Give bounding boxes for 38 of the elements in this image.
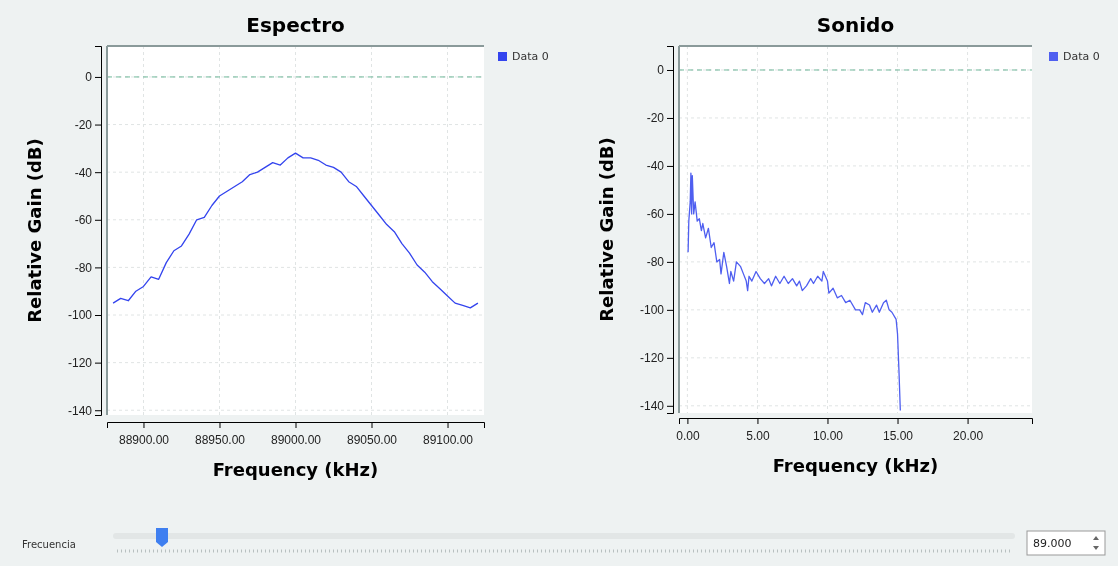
y-tick-label: -40 — [646, 159, 665, 174]
x-tick-label: 10.00 — [812, 429, 844, 444]
x-tick-label: 5.00 — [746, 429, 770, 444]
legend-label: Data 0 — [1063, 50, 1100, 63]
x-tick-label: 20.00 — [953, 429, 984, 444]
y-tick-label: -140 — [639, 399, 665, 414]
legend-label: Data 0 — [512, 50, 549, 63]
y-tick-label: -20 — [646, 111, 665, 126]
y-tick-label: -80 — [646, 255, 665, 270]
x-tick-label: 15.00 — [883, 429, 914, 444]
y-tick-label: -120 — [67, 355, 93, 370]
y-tick-label: -140 — [67, 403, 93, 418]
y-axis-title: Relative Gain (dB) — [24, 138, 45, 323]
x-tick-label: 88950.00 — [194, 433, 246, 448]
y-axis-title: Relative Gain (dB) — [596, 137, 617, 322]
x-tick-label: 89050.00 — [346, 433, 398, 448]
y-tick-label: 0 — [85, 70, 93, 85]
y-tick-label: -60 — [646, 207, 665, 222]
x-tick-label: 88900.00 — [118, 433, 170, 448]
x-tick-label: 0.00 — [676, 429, 700, 444]
y-tick-label: -100 — [67, 308, 93, 323]
line-series — [112, 152, 479, 309]
x-axis-title: Frequency (kHz) — [212, 459, 379, 480]
y-tick-label: 0 — [657, 63, 665, 78]
y-tick-label: -120 — [639, 351, 665, 366]
x-tick-label: 89100.00 — [422, 433, 474, 448]
text: 89.000 — [1033, 537, 1072, 550]
y-tick-label: -100 — [639, 303, 665, 318]
chart-title: Espectro — [246, 13, 345, 37]
line-series — [687, 172, 901, 412]
y-tick-label: -40 — [74, 165, 93, 180]
chart-title: Sonido — [816, 13, 895, 37]
y-tick-label: -20 — [74, 117, 93, 132]
y-tick-label: -60 — [74, 213, 93, 228]
y-tick-label: -80 — [74, 260, 93, 275]
x-tick-label: 89000.00 — [270, 433, 322, 448]
x-axis-title: Frequency (kHz) — [772, 455, 939, 476]
text: Frecuencia — [22, 539, 76, 550]
